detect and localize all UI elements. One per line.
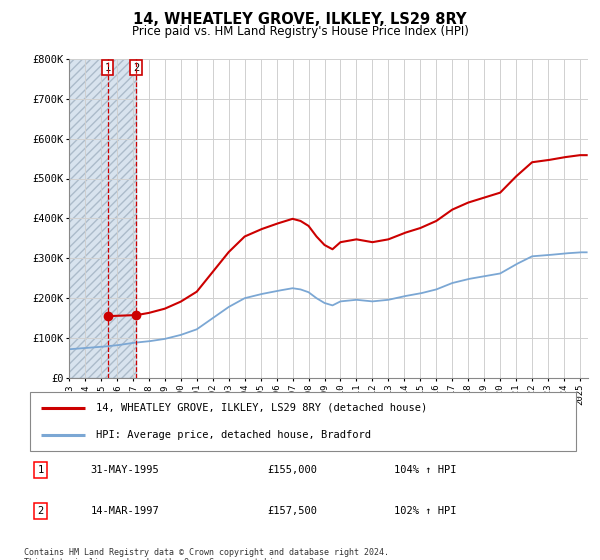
Text: 14, WHEATLEY GROVE, ILKLEY, LS29 8RY (detached house): 14, WHEATLEY GROVE, ILKLEY, LS29 8RY (de… — [95, 403, 427, 413]
Text: 102% ↑ HPI: 102% ↑ HPI — [394, 506, 457, 516]
Text: 104% ↑ HPI: 104% ↑ HPI — [394, 465, 457, 475]
Text: 14, WHEATLEY GROVE, ILKLEY, LS29 8RY: 14, WHEATLEY GROVE, ILKLEY, LS29 8RY — [133, 12, 467, 27]
Text: 2: 2 — [133, 63, 139, 73]
Text: £155,000: £155,000 — [267, 465, 317, 475]
Bar — [69, 59, 137, 378]
Text: Price paid vs. HM Land Registry's House Price Index (HPI): Price paid vs. HM Land Registry's House … — [131, 25, 469, 38]
Text: 31-MAY-1995: 31-MAY-1995 — [90, 465, 159, 475]
Text: Contains HM Land Registry data © Crown copyright and database right 2024.
This d: Contains HM Land Registry data © Crown c… — [24, 548, 389, 560]
Text: 2: 2 — [37, 506, 44, 516]
Text: 1: 1 — [37, 465, 44, 475]
FancyBboxPatch shape — [30, 392, 576, 451]
Text: 1: 1 — [104, 63, 111, 73]
Text: HPI: Average price, detached house, Bradford: HPI: Average price, detached house, Brad… — [95, 430, 371, 440]
Text: 14-MAR-1997: 14-MAR-1997 — [90, 506, 159, 516]
Text: £157,500: £157,500 — [267, 506, 317, 516]
